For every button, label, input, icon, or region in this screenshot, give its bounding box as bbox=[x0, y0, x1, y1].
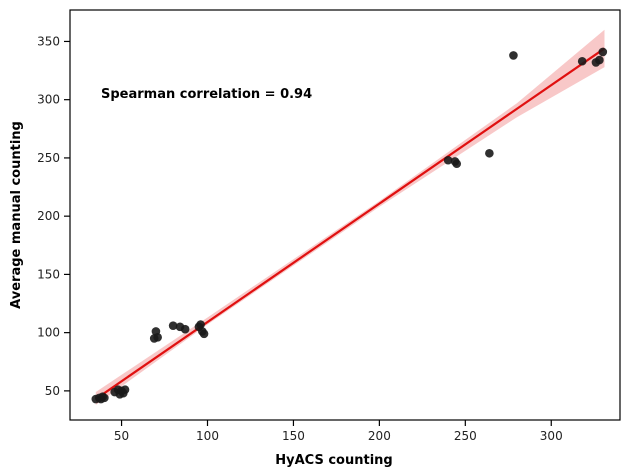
y-tick-label: 100 bbox=[37, 326, 60, 340]
data-point bbox=[452, 159, 462, 169]
x-tick-label: 100 bbox=[196, 429, 219, 443]
regression-layer bbox=[95, 47, 606, 400]
y-tick-label: 200 bbox=[37, 209, 60, 223]
data-point bbox=[120, 385, 130, 395]
x-tick-label: 50 bbox=[114, 429, 129, 443]
data-point bbox=[168, 321, 178, 330]
y-tick-label: 150 bbox=[37, 267, 60, 281]
x-axis-label: HyACS counting bbox=[275, 453, 392, 467]
regression-line bbox=[95, 47, 606, 400]
y-tick-label: 250 bbox=[37, 151, 60, 165]
x-tick-label: 150 bbox=[282, 429, 305, 443]
x-tick-label: 200 bbox=[368, 429, 391, 443]
data-point bbox=[153, 333, 162, 342]
data-point bbox=[577, 56, 587, 66]
x-tick-label: 300 bbox=[540, 429, 563, 443]
x-axis: 50 100 150 200 250 300 bbox=[114, 420, 563, 443]
data-point bbox=[100, 393, 109, 403]
data-point bbox=[199, 329, 209, 339]
y-axis: 50 100 150 200 250 300 350 bbox=[37, 34, 70, 398]
x-tick-label: 250 bbox=[454, 429, 477, 443]
data-point bbox=[595, 55, 604, 65]
data-point bbox=[598, 47, 608, 57]
data-point bbox=[485, 148, 494, 158]
plot-frame bbox=[69, 9, 621, 421]
y-tick-label: 50 bbox=[45, 384, 60, 398]
y-tick-label: 300 bbox=[37, 93, 60, 107]
data-point bbox=[180, 324, 190, 334]
y-tick-label: 350 bbox=[37, 34, 60, 48]
data-point bbox=[196, 320, 205, 329]
data-point bbox=[509, 51, 518, 60]
data-point bbox=[443, 155, 453, 165]
spearman-annotation: Spearman correlation = 0.94 bbox=[101, 87, 312, 102]
points-layer bbox=[91, 47, 608, 404]
y-axis-label: Average manual counting bbox=[9, 121, 24, 309]
